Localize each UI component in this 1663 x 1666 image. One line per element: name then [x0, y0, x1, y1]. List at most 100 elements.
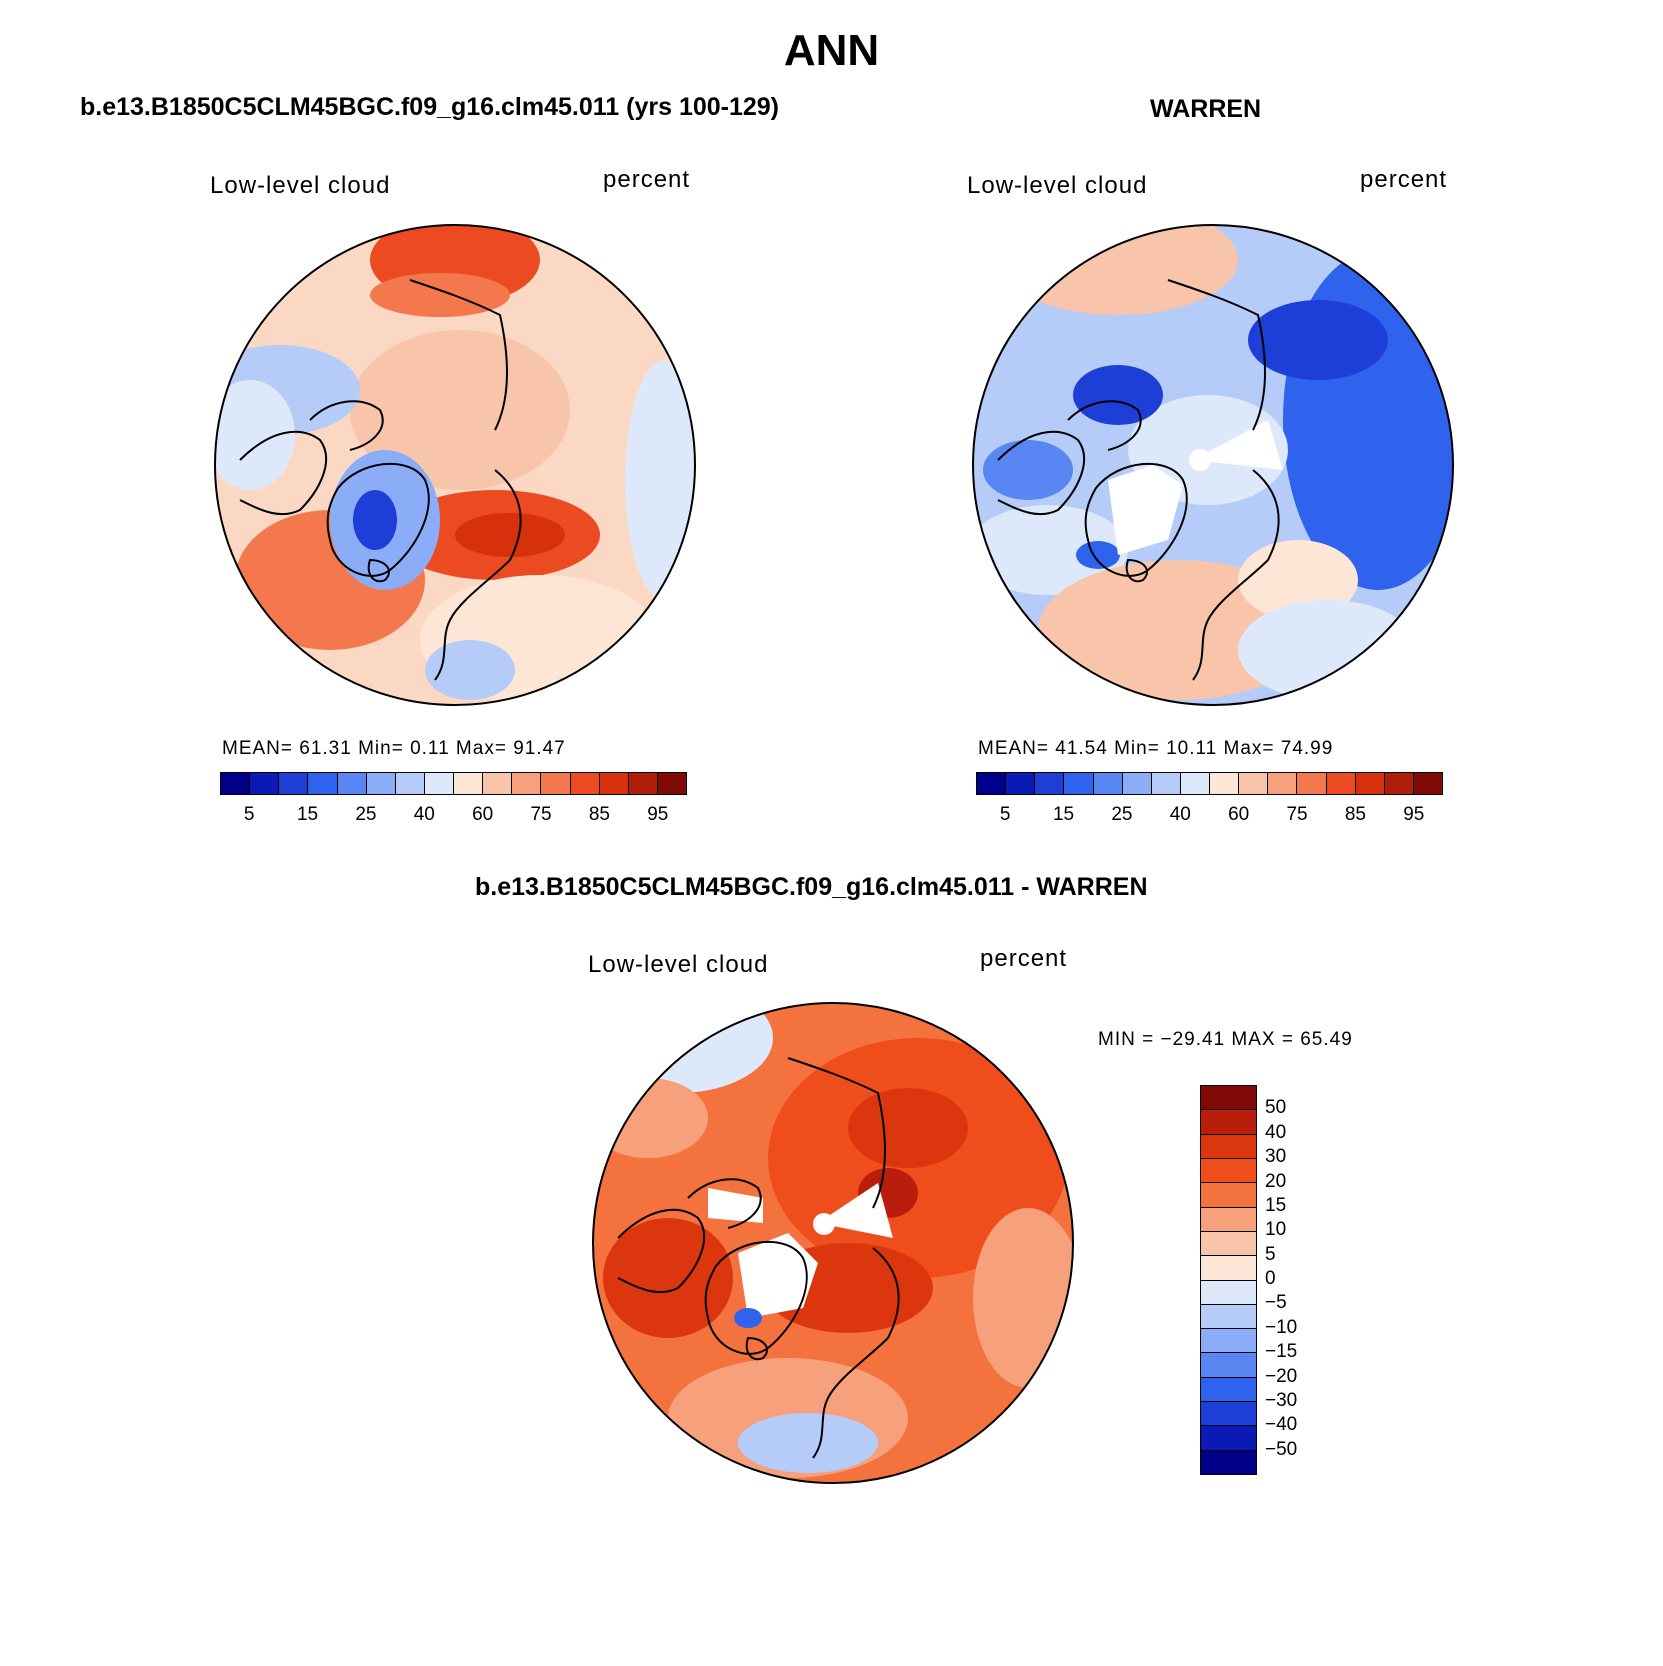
diff-colorbar-tick-label: 30: [1265, 1146, 1287, 1168]
diff-title: b.e13.B1850C5CLM45BGC.f09_g16.clm45.011 …: [475, 873, 1148, 901]
diff-variable: Low-level cloud: [588, 951, 769, 978]
colorbar-swatch: [1093, 773, 1123, 794]
colorbar-swatch: [221, 773, 251, 794]
obs-labrador-field: [973, 505, 1128, 595]
model-scandinavia-outline: [434, 469, 522, 681]
obs-pole-missing-wedge: [1193, 420, 1283, 470]
obs-siberia-coast-outline: [1167, 279, 1266, 431]
colorbar-swatch: [1239, 773, 1269, 794]
obs-pacific-field: [998, 225, 1238, 315]
colorbar-tick-label: 95: [1403, 804, 1425, 825]
colorbar-tick-label: 75: [1286, 804, 1308, 825]
colorbar-swatch: [1151, 773, 1181, 794]
obs-greenland-missing: [1108, 465, 1183, 555]
diff-greenland-missing: [738, 1233, 818, 1318]
diff-colorbar-tick-label: −20: [1265, 1365, 1298, 1387]
obs-scandinavia-outline: [1192, 469, 1280, 681]
model-iceland-outline: [367, 558, 390, 583]
colorbar-swatch: [308, 773, 338, 794]
colorbar-tick-label: 85: [1344, 804, 1366, 825]
colorbar-swatch: [366, 773, 396, 794]
diff-atlantic-negative: [738, 1413, 878, 1473]
colorbar-swatch: [1122, 773, 1152, 794]
diff-colorbar-swatch: [1201, 1304, 1256, 1330]
diff-colorbar-swatch: [1201, 1158, 1256, 1184]
colorbar-tick-label: 75: [530, 804, 552, 825]
diff-iceland-outline: [745, 1336, 768, 1361]
diff-siberia-coast-outline: [787, 1057, 886, 1209]
colorbar-swatch: [599, 773, 629, 794]
panel-model-title: b.e13.B1850C5CLM45BGC.f09_g16.clm45.011 …: [80, 93, 780, 121]
diff-polar-map: [592, 1002, 1074, 1484]
colorbar-swatch: [1268, 773, 1298, 794]
colorbar-swatch: [1355, 773, 1385, 794]
diff-colorbar-swatch: [1201, 1402, 1256, 1427]
colorbar-swatch: [1035, 773, 1065, 794]
obs-archipelago-outline: [1067, 400, 1142, 451]
panel-model-variable: Low-level cloud: [210, 172, 391, 199]
diff-greenland-outline: [704, 1240, 808, 1355]
colorbar-tick-label: 5: [999, 804, 1011, 825]
panel-obs-variable: Low-level cloud: [967, 172, 1148, 199]
diff-pole-missing-dot: [813, 1213, 835, 1235]
panel-model-units: percent: [603, 166, 691, 193]
obs-polar-map: [972, 224, 1454, 706]
diff-colorbar-swatch: [1201, 1377, 1256, 1403]
model-bering-band: [370, 273, 510, 317]
diff-colorbar-tick-label: −15: [1265, 1341, 1298, 1363]
diff-colorbar-tick-label: −50: [1265, 1438, 1298, 1460]
model-europe-low: [425, 640, 515, 700]
diff-colorbar-tick-label: 5: [1265, 1243, 1276, 1265]
obs-europe-field: [1238, 600, 1418, 700]
colorbar-tick-label: 40: [413, 804, 435, 825]
colorbar-swatch: [1210, 773, 1240, 794]
model-arctic-ocean-field: [350, 330, 570, 490]
diff-colorbar-swatch: [1201, 1183, 1256, 1208]
colorbar-tick-label: 60: [472, 804, 494, 825]
diff-pole-missing-wedge: [818, 1183, 893, 1238]
obs-greenland-outline: [1084, 462, 1188, 577]
obs-map-border: [972, 224, 1454, 706]
colorbar-tick-label: 25: [1111, 804, 1133, 825]
diff-colorbar-tick-label: −10: [1265, 1316, 1298, 1338]
diff-colorbar-swatch: [1201, 1086, 1256, 1111]
colorbar-swatch: [1384, 773, 1414, 794]
diff-pacific-negative: [593, 1003, 773, 1093]
model-colorbar: [220, 772, 687, 795]
diff-colorbar: [1200, 1085, 1257, 1475]
colorbar-tick-label: 40: [1169, 804, 1191, 825]
colorbar-swatch: [250, 773, 280, 794]
colorbar-swatch: [657, 773, 686, 794]
diff-colorbar-tick-label: 40: [1265, 1121, 1287, 1143]
panel-obs-stats: MEAN= 41.54 Min= 10.11 Max= 74.99: [978, 738, 1334, 759]
colorbar-swatch: [1297, 773, 1327, 794]
diff-colorbar-tick-label: 15: [1265, 1194, 1287, 1216]
colorbar-swatch: [279, 773, 309, 794]
colorbar-tick-label: 5: [243, 804, 255, 825]
model-map-border: [214, 224, 696, 706]
colorbar-swatch: [1326, 773, 1356, 794]
obs-colorbar-ticks: 5 15 25 40 60 75 85 95: [976, 804, 1443, 828]
model-archipelago-outline: [309, 400, 384, 451]
colorbar-swatch: [337, 773, 367, 794]
colorbar-swatch: [977, 773, 1007, 794]
diff-stats: MIN = −29.41 MAX = 65.49: [1098, 1029, 1353, 1050]
diff-colorbar-tick-label: 0: [1265, 1268, 1276, 1289]
diff-units: percent: [980, 945, 1068, 972]
diff-colorbar-tick-label: 20: [1265, 1170, 1287, 1192]
obs-hudson-field: [983, 440, 1073, 500]
diff-colorbar-swatch: [1201, 1329, 1256, 1354]
model-siberia-coast-outline: [409, 279, 508, 431]
diff-colorbar-tick-label: 10: [1265, 1219, 1287, 1241]
diff-colorbar-swatch: [1201, 1231, 1256, 1257]
diff-scandinavia-outline: [812, 1247, 900, 1459]
colorbar-swatch: [541, 773, 571, 794]
panel-obs-units: percent: [1360, 166, 1448, 193]
model-greenland-outline: [326, 462, 430, 577]
colorbar-swatch: [570, 773, 600, 794]
obs-canada-outline: [997, 430, 1086, 516]
colorbar-swatch: [454, 773, 484, 794]
obs-greenland-core: [1076, 541, 1120, 569]
obs-archipelago-core: [1073, 365, 1163, 425]
colorbar-swatch: [512, 773, 542, 794]
